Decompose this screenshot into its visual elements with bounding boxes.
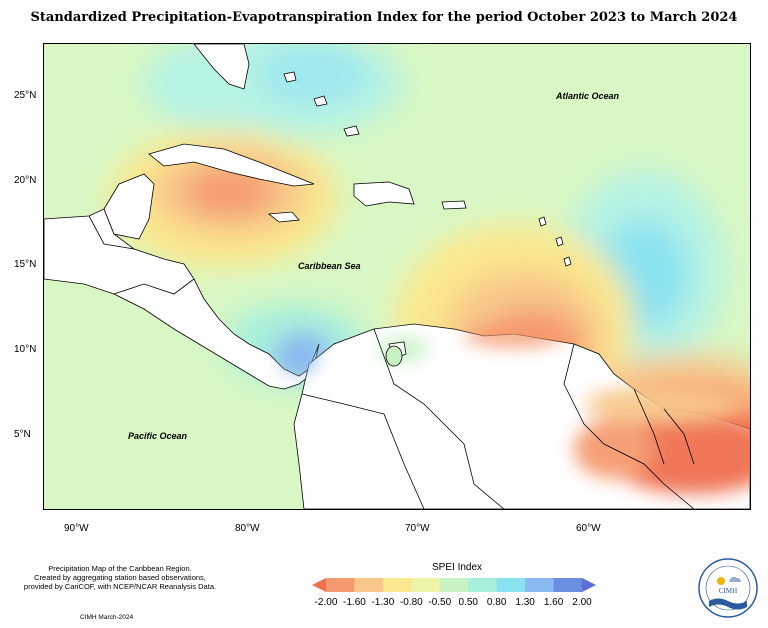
spei-map: [43, 43, 751, 510]
lon-label-60w: 60°W: [576, 523, 601, 534]
map-title: Standardized Precipitation-Evapotranspir…: [30, 10, 738, 25]
lat-label-25n: 25°N: [14, 90, 37, 101]
legend-swatch: [496, 578, 526, 592]
lat-label-10n: 10°N: [14, 344, 37, 355]
lon-label-90w: 90°W: [64, 523, 89, 534]
legend-swatch: [411, 578, 441, 592]
lon-label-70w: 70°W: [405, 523, 430, 534]
country-borders: [88, 215, 695, 509]
legend-colorbar: [312, 578, 596, 592]
map-footnote: Precipitation Map of the Caribbean Regio…: [15, 564, 225, 591]
legend-arrow-high: [582, 578, 596, 592]
legend-arrow-low: [312, 578, 326, 592]
legend-tick-label: 0.50: [458, 597, 478, 608]
legend-tick-label: 1.60: [543, 597, 564, 608]
caribbean-sea-label: Caribbean Sea: [298, 261, 361, 271]
legend-swatch: [553, 578, 583, 592]
legend-tick-label: -2.00: [314, 597, 338, 608]
logo-text: CIMH: [719, 587, 737, 595]
footnote-line-3: provided by CariCOF, with NCEP/NCAR Rean…: [23, 582, 217, 591]
lat-label-20n: 20°N: [14, 175, 37, 186]
footnote-line-1: Precipitation Map of the Caribbean Regio…: [48, 564, 192, 573]
footnote-line-2: Created by aggregating station based obs…: [34, 573, 206, 582]
legend-tick-label: -0.80: [399, 597, 423, 608]
legend-swatch: [354, 578, 384, 592]
legend-swatch: [468, 578, 498, 592]
legend-tick-label: -0.50: [428, 597, 452, 608]
legend-swatch: [439, 578, 469, 592]
atlantic-ocean-label: Atlantic Ocean: [556, 91, 620, 101]
legend-swatch: [382, 578, 412, 592]
lake-maracaibo: [385, 345, 403, 367]
legend-swatch: [525, 578, 555, 592]
lon-label-80w: 80°W: [235, 523, 260, 534]
legend-swatch: [326, 578, 355, 592]
pacific-ocean-label: Pacific Ocean: [128, 431, 188, 441]
wave-icon: [709, 598, 747, 610]
credit-text: CIMH March-2024: [80, 614, 134, 621]
legend-tick-label: 1.30: [515, 597, 535, 608]
map-canvas: [44, 44, 750, 509]
cimh-logo-icon: CIMH: [698, 558, 758, 618]
legend-tick-label: -1.30: [371, 597, 395, 608]
lat-label-5n: 5°N: [14, 429, 31, 440]
legend-title: SPEI Index: [432, 562, 483, 573]
lat-label-15n: 15°N: [14, 259, 37, 270]
cloud-icon: [729, 576, 741, 582]
legend-tick-label: -1.60: [343, 597, 366, 608]
legend-tick-label: 2.00: [572, 597, 592, 608]
sun-icon: [717, 577, 725, 585]
legend-tick-label: 0.80: [486, 597, 507, 608]
